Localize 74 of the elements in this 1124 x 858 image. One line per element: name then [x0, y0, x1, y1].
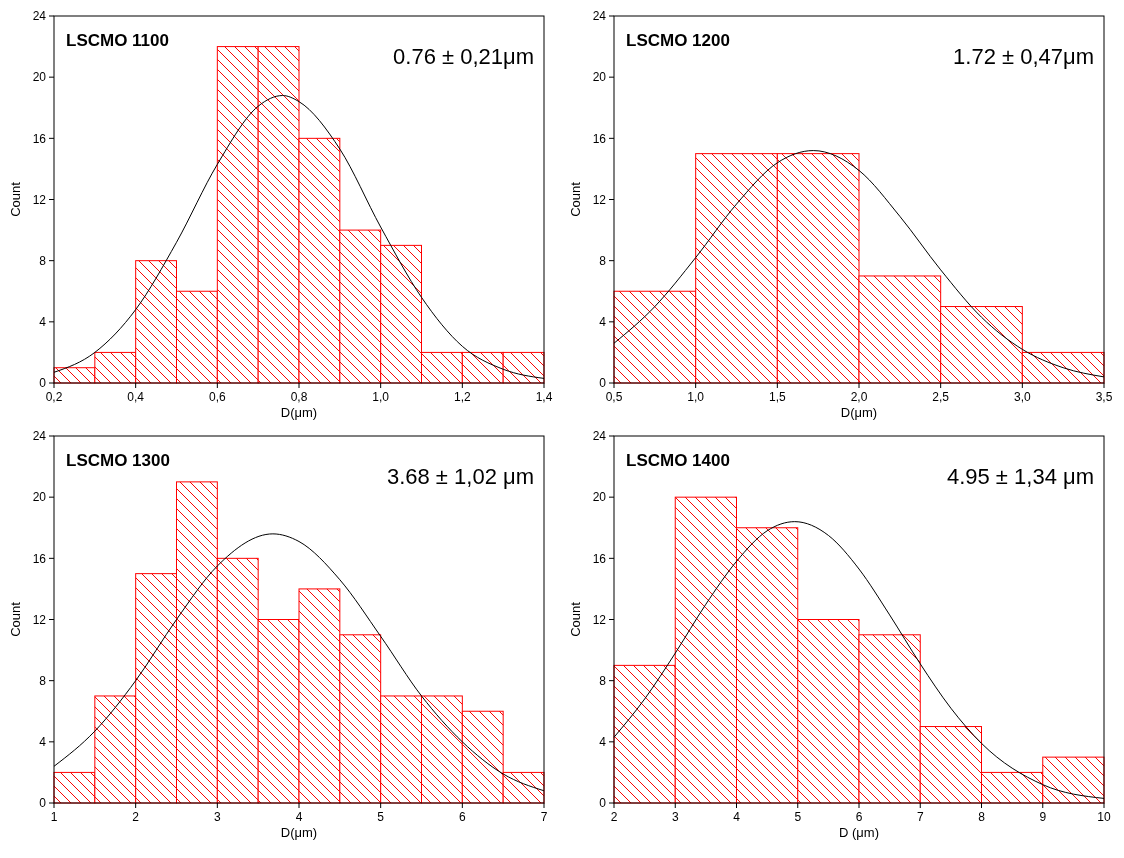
x-tick-label: 2,0	[850, 390, 868, 404]
y-tick-label: 12	[32, 612, 47, 627]
annotation: 1.72 ± 0,47μm	[953, 44, 1094, 69]
x-tick-label: 5	[794, 810, 802, 824]
y-axis-title: Count	[8, 181, 23, 217]
y-tick-label: 8	[599, 253, 607, 268]
x-tick-label: 4	[733, 810, 741, 824]
y-tick-label: 20	[32, 70, 47, 85]
y-tick-label: 12	[592, 192, 607, 207]
y-tick-label: 24	[32, 9, 47, 24]
y-tick-label: 4	[599, 735, 607, 750]
y-tick-label: 8	[599, 673, 607, 688]
y-tick-label: 12	[32, 192, 47, 207]
x-tick-label: 0,8	[290, 390, 308, 404]
x-tick-label: 10	[1097, 810, 1111, 824]
y-tick-label: 4	[39, 735, 47, 750]
x-tick-label: 7	[540, 810, 548, 824]
x-tick-label: 0,2	[45, 390, 63, 404]
y-tick-label: 16	[32, 551, 47, 566]
x-tick-label: 6	[458, 810, 466, 824]
x-tick-label: 3,5	[1095, 390, 1113, 404]
y-tick-label: 20	[592, 70, 607, 85]
x-axis-title: D (μm)	[839, 825, 879, 840]
x-tick-label: 1,0	[687, 390, 705, 404]
x-tick-label: 0,4	[127, 390, 145, 404]
x-tick-label: 2,5	[932, 390, 950, 404]
x-tick-label: 3	[671, 810, 679, 824]
y-tick-label: 0	[39, 796, 47, 811]
y-tick-label: 4	[39, 315, 47, 330]
y-tick-label: 12	[592, 612, 607, 627]
x-tick-label: 5	[377, 810, 385, 824]
x-tick-label: 3,0	[1013, 390, 1031, 404]
x-tick-label: 3	[213, 810, 221, 824]
y-tick-label: 4	[599, 315, 607, 330]
y-tick-label: 20	[592, 490, 607, 505]
x-tick-label: 2	[610, 810, 618, 824]
x-tick-label: 9	[1039, 810, 1047, 824]
x-tick-label: 6	[855, 810, 863, 824]
x-tick-label: 1	[50, 810, 58, 824]
y-tick-label: 0	[599, 796, 607, 811]
y-tick-label: 16	[32, 131, 47, 146]
x-tick-label: 0,5	[605, 390, 623, 404]
y-tick-label: 16	[592, 551, 607, 566]
annotation: 3.68 ± 1,02 μm	[386, 464, 534, 489]
y-tick-label: 0	[39, 376, 47, 391]
y-tick-label: 24	[32, 429, 47, 444]
y-axis-title: Count	[568, 601, 583, 637]
x-tick-label: 1,5	[768, 390, 786, 404]
x-tick-label: 7	[916, 810, 924, 824]
x-tick-label: 1,4	[535, 390, 553, 404]
x-axis-title: D(μm)	[840, 405, 878, 420]
x-tick-label: 2	[132, 810, 140, 824]
y-tick-label: 24	[592, 429, 607, 444]
y-tick-label: 16	[592, 131, 607, 146]
text: LSCMO 1100	[66, 31, 169, 50]
x-tick-label: 0,6	[208, 390, 226, 404]
x-tick-label: 1,0	[372, 390, 390, 404]
x-axis-title: D(μm)	[280, 825, 318, 840]
annotation: 4.95 ± 1,34 μm	[946, 464, 1094, 489]
text: LSCMO 1200	[626, 31, 730, 50]
y-tick-label: 0	[599, 376, 607, 391]
text: LSCMO 1300	[66, 451, 170, 470]
x-tick-label: 8	[978, 810, 986, 824]
x-axis-title: D(μm)	[280, 405, 318, 420]
y-tick-label: 8	[39, 673, 47, 688]
y-axis-title: Count	[8, 601, 23, 637]
y-tick-label: 20	[32, 490, 47, 505]
text: LSCMO 1400	[626, 451, 730, 470]
x-tick-label: 1,2	[453, 390, 471, 404]
y-tick-label: 8	[39, 253, 47, 268]
y-tick-label: 24	[592, 9, 607, 24]
annotation: 0.76 ± 0,21μm	[393, 44, 534, 69]
x-tick-label: 4	[295, 810, 303, 824]
y-axis-title: Count	[568, 181, 583, 217]
